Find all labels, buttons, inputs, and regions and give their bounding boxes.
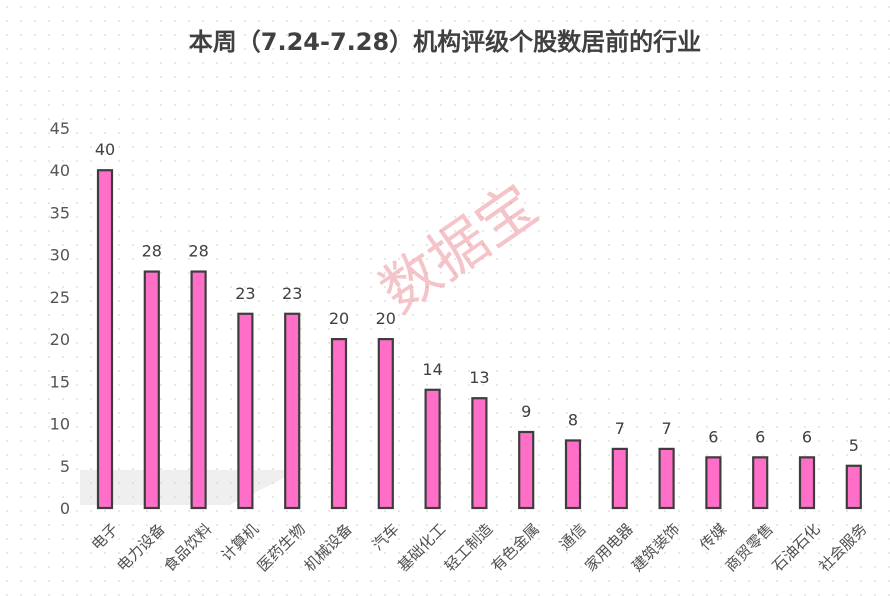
category-label: 电力设备	[113, 520, 168, 575]
chart-title: 本周（7.24-7.28）机构评级个股数居前的行业	[188, 28, 702, 56]
bar	[377, 338, 394, 510]
data-label: 23	[282, 284, 302, 303]
bar	[96, 169, 114, 510]
data-label: 28	[142, 242, 162, 261]
y-tick-label: 0	[60, 499, 70, 518]
bar	[518, 430, 535, 510]
bar	[658, 447, 675, 510]
data-label: 6	[755, 427, 765, 446]
y-tick-label: 35	[50, 203, 70, 222]
bar	[798, 456, 816, 510]
category-label: 通信	[556, 520, 590, 554]
data-label: 5	[849, 436, 859, 455]
data-label: 23	[235, 284, 255, 303]
category-label: 传媒	[696, 520, 730, 554]
bar	[845, 464, 862, 510]
y-tick-label: 15	[50, 372, 70, 391]
bar	[190, 270, 207, 510]
bar	[284, 312, 301, 510]
data-label: 28	[188, 242, 208, 261]
data-labels: 40 28 28 23 23 20 20 14 13 9 8 7 7 6 6 6 5	[95, 140, 859, 455]
category-label: 电子	[88, 520, 122, 554]
data-label: 6	[708, 427, 718, 446]
bar	[611, 447, 628, 510]
data-label: 7	[662, 419, 672, 438]
bar	[471, 397, 488, 510]
category-label: 轻工制造	[441, 520, 496, 575]
category-label: 商贸零售	[722, 520, 777, 575]
category-label: 医药生物	[254, 520, 309, 575]
bar	[564, 439, 582, 510]
category-label: 家用电器	[581, 520, 636, 575]
category-label: 建筑装饰	[628, 520, 683, 575]
category-label: 机械设备	[301, 520, 356, 575]
y-tick-label: 5	[60, 457, 70, 476]
data-label: 20	[376, 309, 396, 328]
bar	[143, 270, 160, 510]
data-label: 13	[469, 368, 489, 387]
y-tick-label: 10	[50, 415, 70, 434]
bar	[237, 312, 254, 510]
data-label: 8	[568, 410, 578, 429]
data-label: 40	[95, 140, 115, 159]
category-label: 石油石化	[769, 520, 824, 575]
bar	[705, 456, 722, 510]
y-tick-label: 40	[50, 161, 70, 180]
y-tick-label: 45	[50, 119, 70, 138]
y-tick-label: 25	[50, 288, 70, 307]
category-label: 基础化工	[394, 520, 449, 575]
category-label: 食品饮料	[160, 520, 215, 575]
category-label: 汽车	[369, 520, 403, 554]
y-axis: 0 5 10 15 20 25 30 35 40 45	[50, 119, 70, 518]
bar	[752, 456, 769, 510]
data-label: 9	[521, 402, 531, 421]
y-tick-label: 20	[50, 330, 70, 349]
data-label: 14	[422, 360, 442, 379]
category-label: 计算机	[218, 520, 263, 565]
bar	[424, 388, 441, 510]
category-label: 有色金属	[488, 520, 543, 575]
data-label: 7	[615, 419, 625, 438]
bar	[330, 338, 348, 510]
category-label: 社会服务	[815, 520, 870, 575]
data-label: 20	[329, 309, 349, 328]
watermark-text: 数据宝	[368, 171, 550, 327]
bars	[96, 169, 862, 510]
y-tick-label: 30	[50, 246, 70, 265]
data-label: 6	[802, 427, 812, 446]
